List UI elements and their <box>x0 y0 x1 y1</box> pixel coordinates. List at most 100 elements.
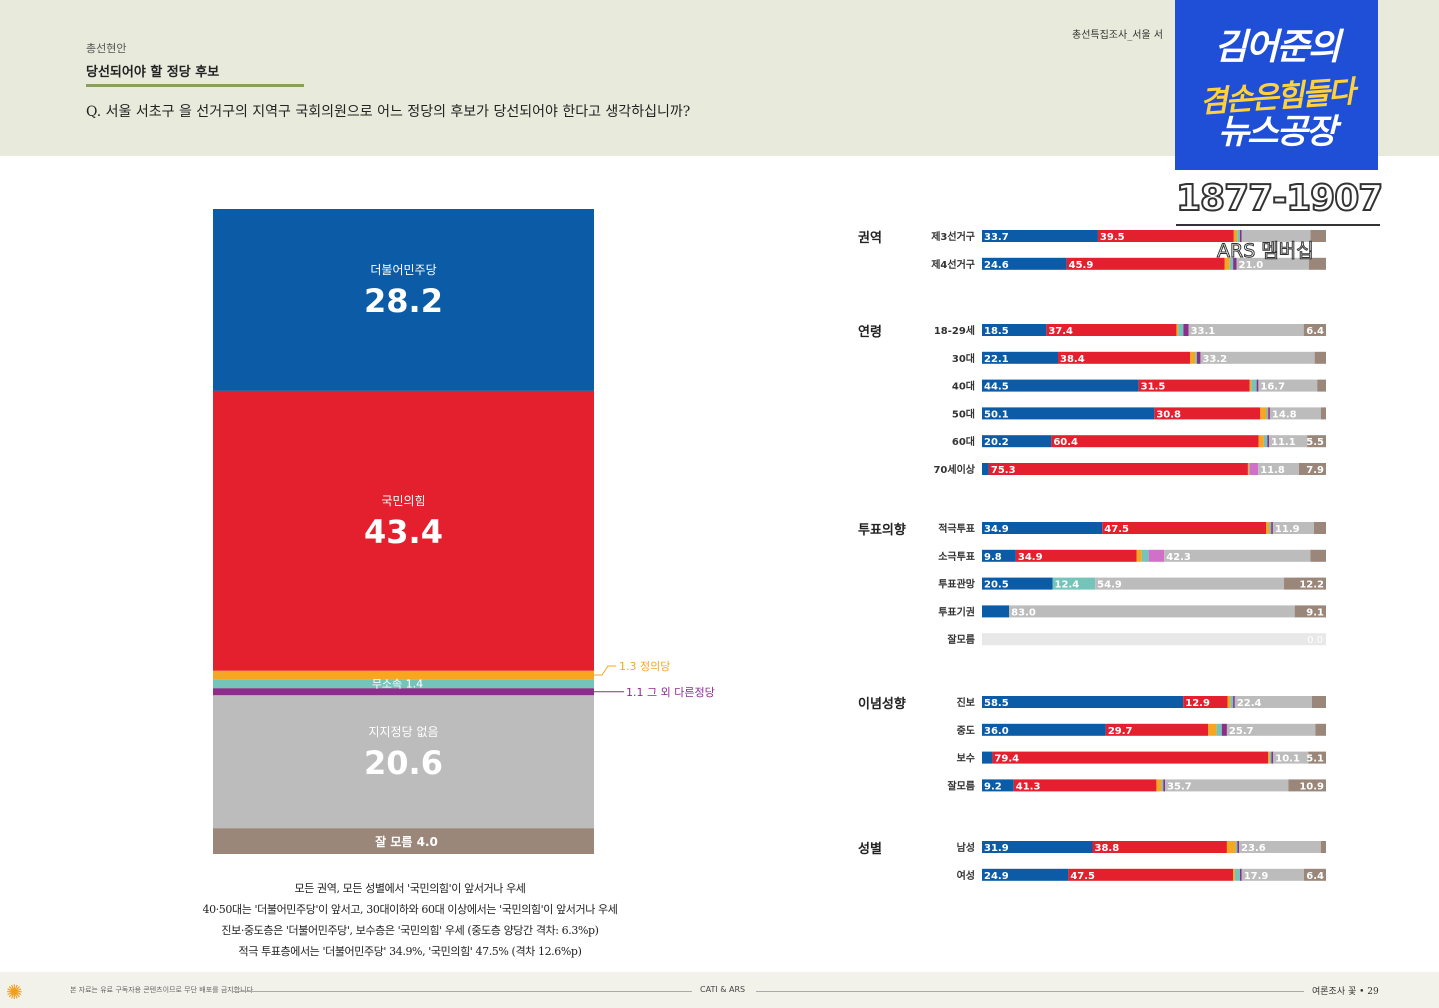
row-label: 중도 <box>957 725 975 737</box>
bar-segment-dontknow <box>1288 779 1326 792</box>
bar-segment-dontknow <box>1298 463 1326 475</box>
bar-segment-independent <box>1141 549 1149 562</box>
bar-segment-none <box>1239 841 1321 853</box>
bar-segment-justice <box>1249 379 1252 392</box>
bar-segment-none <box>1200 351 1315 364</box>
bar-segment-justice <box>1233 230 1238 242</box>
bar-segment-dontknow <box>1315 723 1326 736</box>
bar-segment-justice <box>1208 723 1217 736</box>
bar-value: 24.6 <box>984 260 1009 271</box>
bar-segment-other <box>1271 751 1274 764</box>
bar-segment-none <box>1258 379 1318 392</box>
section-title: 당선되어야 할 정당 후보 <box>86 65 220 80</box>
bar-segment-justice <box>1226 841 1236 853</box>
bar-value: 25.7 <box>1229 726 1254 737</box>
years-rule <box>1176 224 1380 226</box>
group-label: 연령 <box>858 325 882 340</box>
bar-value: 33.2 <box>1202 354 1227 365</box>
bar-segment-ppp <box>1015 549 1137 562</box>
bar-segment-democratic <box>982 605 1010 618</box>
bar-segment-other <box>1221 723 1227 736</box>
footer-copyright: 본 자료는 유료 구독자용 콘텐츠이므로 무단 배포를 금지합니다 <box>70 986 254 994</box>
bar-value: 31.9 <box>984 843 1009 854</box>
bar-segment-justice <box>1224 257 1230 270</box>
bar-value: 83.0 <box>1011 607 1036 618</box>
bar-segment-none <box>1269 407 1321 420</box>
bar-segment-dontknow <box>1308 751 1326 764</box>
bar-value: 9.1 <box>1306 607 1324 618</box>
row-label: 잘모름 <box>947 634 975 646</box>
bar-value: 41.3 <box>1016 781 1041 792</box>
bar-segment-other <box>1271 522 1273 534</box>
bar-segment-independent <box>1263 435 1268 448</box>
bar-segment-democratic <box>982 407 1155 420</box>
bar-value: 11.9 <box>1275 524 1300 535</box>
group-label: 권역 <box>858 230 882 246</box>
bar-segment-independent <box>1235 841 1238 853</box>
row-label: 남성 <box>957 841 975 854</box>
bar-segment-democratic <box>982 751 993 764</box>
bar-segment-other <box>1237 841 1240 853</box>
bar-segment-democratic <box>982 351 1059 364</box>
bar-value: 9.2 <box>984 781 1002 792</box>
bar-segment-independent <box>1237 230 1240 242</box>
bar-value: 11.1 <box>1271 437 1296 448</box>
footer-method: CATI & ARS <box>700 985 746 994</box>
bar-value: 23.6 <box>1241 843 1266 854</box>
bar-value: 7.9 <box>1306 465 1324 476</box>
row-label: 잘모름 <box>947 780 975 792</box>
bar-segment-justice <box>1136 549 1142 562</box>
bar-value: 42.3 <box>1166 552 1191 563</box>
bar-segment-none <box>1241 868 1304 881</box>
question-text: Q. 서울 서초구 을 선거구의 지역구 국회의원으로 어느 정당의 후보가 당… <box>86 104 691 120</box>
bar-value: 50.1 <box>984 409 1009 420</box>
bar-segment-none <box>1269 435 1308 448</box>
bar-value: 9.8 <box>984 552 1002 563</box>
flower-logo-icon: ✺ <box>6 980 23 1004</box>
stack-segment-democratic <box>213 209 594 391</box>
segment-label-democratic: 더불어민주당 <box>370 263 436 277</box>
bar-segment-none <box>1165 779 1289 792</box>
segment-value-independent: 무소속 1.4 <box>372 678 423 691</box>
bar-value: 17.9 <box>1244 871 1269 882</box>
bar-segment-ppp <box>1058 351 1191 364</box>
bar-segment-democratic <box>982 577 1053 590</box>
bar-value: 12.4 <box>1055 580 1080 591</box>
bar-segment-other <box>1233 257 1237 270</box>
row-label: 진보 <box>957 696 975 709</box>
bar-value: 36.0 <box>984 726 1009 737</box>
bar-segment-independent <box>1216 723 1222 736</box>
bar-segment-dontknow <box>1308 257 1326 270</box>
bar-value: 31.5 <box>1141 382 1166 393</box>
bar-segment-none <box>1226 723 1316 736</box>
bar-segment-democratic <box>982 522 1103 534</box>
row-label: 제4선거구 <box>931 258 975 271</box>
bar-segment-dontknow <box>1310 549 1326 562</box>
bar-segment-justice <box>1247 463 1249 475</box>
segment-value-none: 20.6 <box>364 744 443 782</box>
bar-segment-democratic <box>982 841 1093 853</box>
row-label: 제3선거구 <box>931 230 975 243</box>
bar-segment-none <box>1095 577 1285 590</box>
bar-segment-other <box>1148 549 1165 562</box>
bar-segment-none <box>1234 696 1312 708</box>
bar-segment-democratic <box>982 696 1184 708</box>
bar-value: 47.5 <box>1104 524 1129 535</box>
bar-value: 12.9 <box>1185 698 1210 709</box>
bar-value: 5.1 <box>1306 754 1324 765</box>
bar-segment-none <box>1272 522 1314 534</box>
row-label: 70세이상 <box>933 463 975 476</box>
segment-value-dontknow: 잘 모름 4.0 <box>375 834 438 849</box>
summary-note: 40·50대는 '더불어민주당'이 앞서고, 30대이하와 60대 이상에서는 … <box>202 903 618 916</box>
bar-segment-independent <box>1266 407 1269 420</box>
stack-segment-independent <box>213 679 594 689</box>
bar-segment-democratic <box>982 257 1067 270</box>
bar-value: 33.7 <box>984 232 1009 243</box>
row-label: 30대 <box>952 352 975 365</box>
years-overlay: 1877-1907 <box>1175 177 1384 220</box>
row-label: 투표기권 <box>938 605 975 618</box>
group-label: 투표의향 <box>858 522 906 538</box>
footer-band <box>0 972 1439 1008</box>
